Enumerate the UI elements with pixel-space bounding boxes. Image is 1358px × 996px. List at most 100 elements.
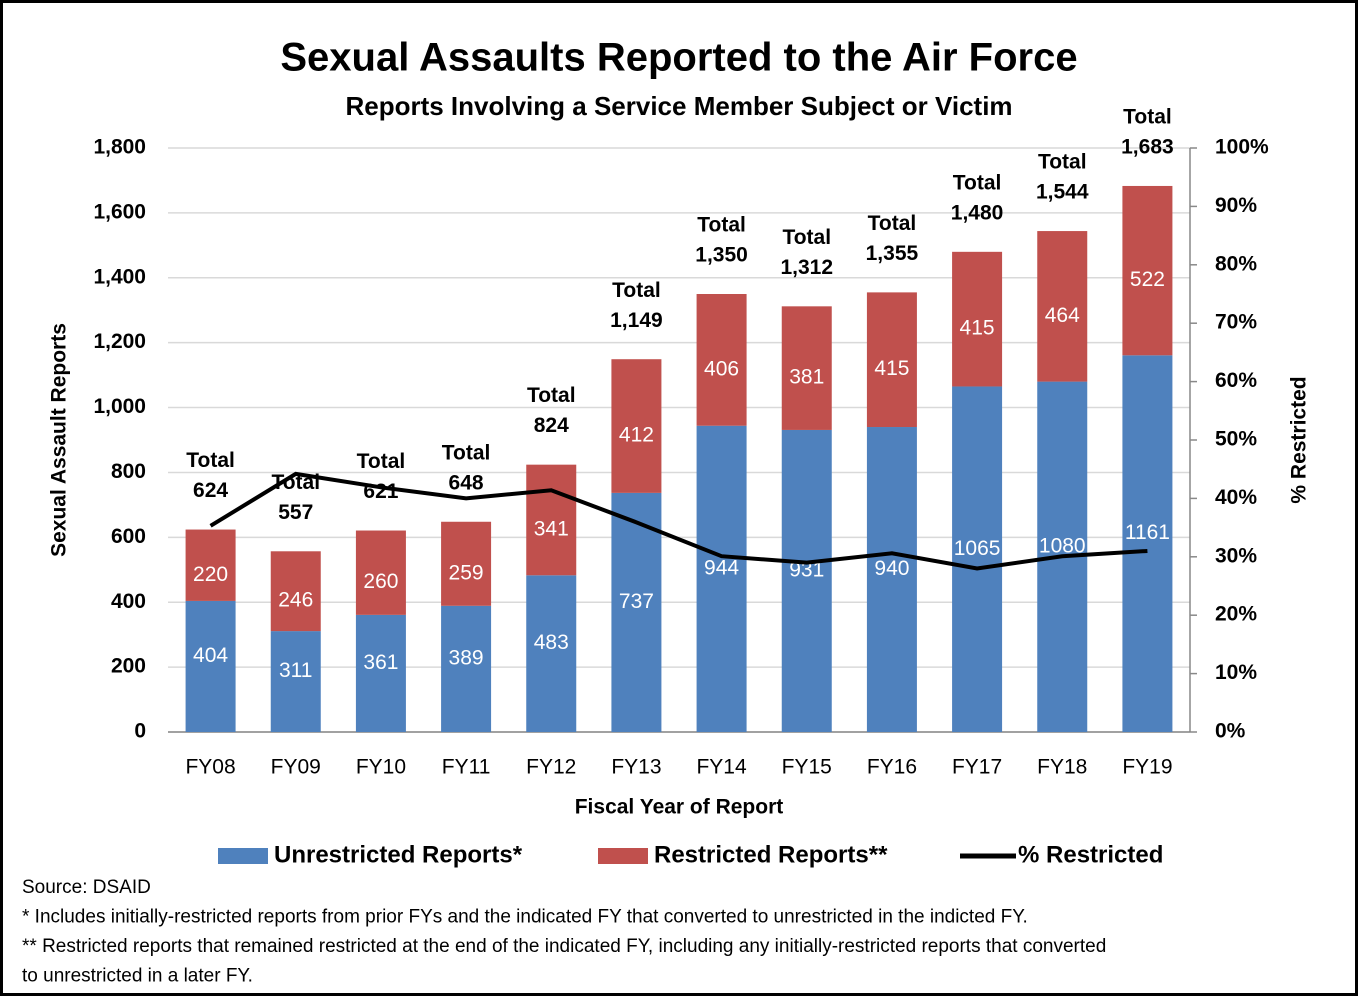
bar-segment [1037,231,1088,382]
footnote: Source: DSAID [22,877,151,898]
bar-segment [270,631,321,732]
total-value: 1,312 [780,256,833,279]
bar-value-label: 1161 [1125,521,1170,544]
x-tick-label: FY19 [1122,756,1172,779]
y-tick-label: 1,400 [93,265,146,288]
bar-segment [441,605,492,732]
bar-value-label: 381 [789,366,824,389]
bar-segment [441,521,492,606]
y-tick-label: 1,000 [93,395,146,418]
y-tick-label: 600 [111,525,146,548]
y-tick-label: 800 [111,460,146,483]
x-tick-label: FY13 [611,756,661,779]
legend-swatch [218,848,268,864]
bar-segment [526,464,577,576]
bar-segment [185,600,236,732]
legend-label: Unrestricted Reports* [274,841,523,868]
y2-tick-label: 40% [1215,486,1257,509]
bar-segment [696,294,747,426]
total-word: Total [442,441,491,464]
total-value: 624 [193,479,228,502]
total-value: 1,480 [951,201,1004,224]
bar-value-label: 361 [363,651,398,674]
bar-segment [781,429,832,732]
bar-value-label: 341 [534,518,569,541]
total-word: Total [1038,151,1087,174]
total-word: Total [612,279,661,302]
bar-value-label: 412 [619,424,654,447]
y2-tick-label: 50% [1215,428,1257,451]
total-value: 1,350 [695,244,748,267]
x-tick-label: FY16 [867,756,917,779]
total-word: Total [697,214,746,237]
bar-segment [866,292,917,428]
total-value: 1,544 [1036,181,1089,204]
bar-value-label: 260 [363,570,398,593]
y-tick-label: 400 [111,590,146,613]
x-tick-label: FY14 [696,756,747,779]
bar-value-label: 404 [193,644,228,667]
bar-value-label: 737 [619,590,654,613]
total-word: Total [1123,106,1172,129]
bar-value-label: 944 [704,556,739,579]
bar-value-label: 220 [193,563,228,586]
bar-value-label: 931 [789,559,824,582]
y2-tick-label: 20% [1215,603,1257,626]
total-word: Total [527,384,576,407]
bar-value-label: 406 [704,357,739,380]
bar-segment [270,551,321,632]
y2-tick-label: 0% [1215,720,1246,743]
bar-value-label: 246 [278,589,313,612]
y-axis-label: Sexual Assault Reports [48,323,71,557]
y2-tick-label: 60% [1215,369,1257,392]
bar-segment [611,359,662,493]
y-tick-label: 0 [134,720,146,743]
bar-value-label: 483 [534,631,569,654]
bar-value-label: 464 [1045,304,1080,327]
total-value: 824 [534,414,569,437]
x-tick-label: FY11 [442,756,491,779]
y2-tick-label: 80% [1215,252,1257,275]
bar-segment [355,530,406,615]
y2-axis-label: % Restricted [1288,376,1311,503]
bar-segment [1122,185,1173,356]
x-tick-label: FY12 [526,756,576,779]
x-tick-label: FY15 [782,756,832,779]
bar-value-label: 415 [960,317,995,340]
chart-title: Sexual Assaults Reported to the Air Forc… [280,36,1077,80]
bar-segment [1122,355,1173,732]
y2-tick-label: 30% [1215,544,1257,567]
bar-segment [611,492,662,732]
x-tick-label: FY10 [356,756,406,779]
bar-value-label: 1065 [954,537,1001,560]
x-tick-label: FY17 [952,756,1002,779]
total-word: Total [782,226,831,249]
total-word: Total [186,449,235,472]
x-axis-label: Fiscal Year of Report [575,796,784,819]
total-value: 1,149 [610,309,663,332]
bar-value-label: 415 [874,357,909,380]
line [209,471,1148,571]
bar-segment [526,575,577,732]
total-value: 1,355 [866,242,919,265]
bar-value-label: 1080 [1039,534,1086,557]
bar-value-label: 311 [279,659,312,682]
total-word: Total [868,212,917,235]
total-word: Total [953,171,1002,194]
footnote: * Includes initially-restricted reports … [22,907,1028,928]
bar-segment [866,427,917,732]
x-tick-label: FY08 [185,756,235,779]
total-value: 648 [449,471,484,494]
bar-segment [696,425,747,732]
total-word: Total [357,450,406,473]
bar-value-label: 522 [1130,268,1165,291]
bar-segment [185,529,236,601]
chart-subtitle: Reports Involving a Service Member Subje… [345,91,1012,121]
bar-segment [952,251,1003,387]
x-tick-label: FY09 [271,756,321,779]
y-tick-label: 200 [111,655,146,678]
total-value: 1,683 [1121,136,1174,159]
legend-label: Restricted Reports** [654,841,888,868]
bar-segment [952,386,1003,732]
